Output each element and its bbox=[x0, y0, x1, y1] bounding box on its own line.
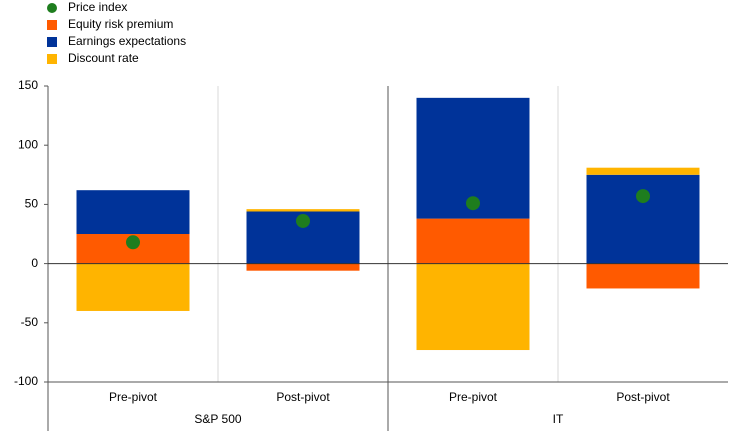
group-label: IT bbox=[553, 412, 564, 426]
legend-marker bbox=[47, 37, 57, 47]
legend-label: Price index bbox=[68, 0, 127, 14]
price-dot bbox=[636, 189, 650, 204]
price-dot bbox=[466, 196, 480, 211]
y-tick-label: -50 bbox=[21, 315, 39, 329]
group-label: S&P 500 bbox=[194, 412, 241, 426]
bar-segment bbox=[586, 263, 700, 289]
bar-segment bbox=[586, 174, 700, 264]
legend-marker bbox=[47, 20, 57, 30]
legend-label: Discount rate bbox=[68, 51, 139, 65]
price-dot bbox=[296, 213, 310, 228]
bar-segment bbox=[76, 190, 190, 234]
legend-marker bbox=[47, 54, 57, 64]
bar-segment bbox=[246, 209, 360, 212]
bar-segment bbox=[586, 167, 700, 175]
bar-segment bbox=[246, 263, 360, 271]
legend-label: Equity risk premium bbox=[68, 17, 173, 31]
x-tick-label: Pre-pivot bbox=[109, 390, 158, 404]
x-tick-label: Post-pivot bbox=[616, 390, 670, 404]
price-dot bbox=[126, 235, 140, 250]
x-tick-label: Pre-pivot bbox=[449, 390, 498, 404]
legend-marker bbox=[47, 3, 57, 13]
y-tick-label: 150 bbox=[18, 78, 38, 92]
x-tick-label: Post-pivot bbox=[276, 390, 330, 404]
bar-segment bbox=[416, 263, 530, 351]
y-tick-label: 0 bbox=[31, 256, 38, 270]
y-tick-label: -100 bbox=[14, 374, 38, 388]
bar-segment bbox=[76, 263, 190, 311]
bar-segment bbox=[416, 218, 530, 264]
legend-label: Earnings expectations bbox=[68, 34, 186, 48]
y-tick-label: 100 bbox=[18, 137, 38, 151]
y-tick-label: 50 bbox=[25, 197, 39, 211]
